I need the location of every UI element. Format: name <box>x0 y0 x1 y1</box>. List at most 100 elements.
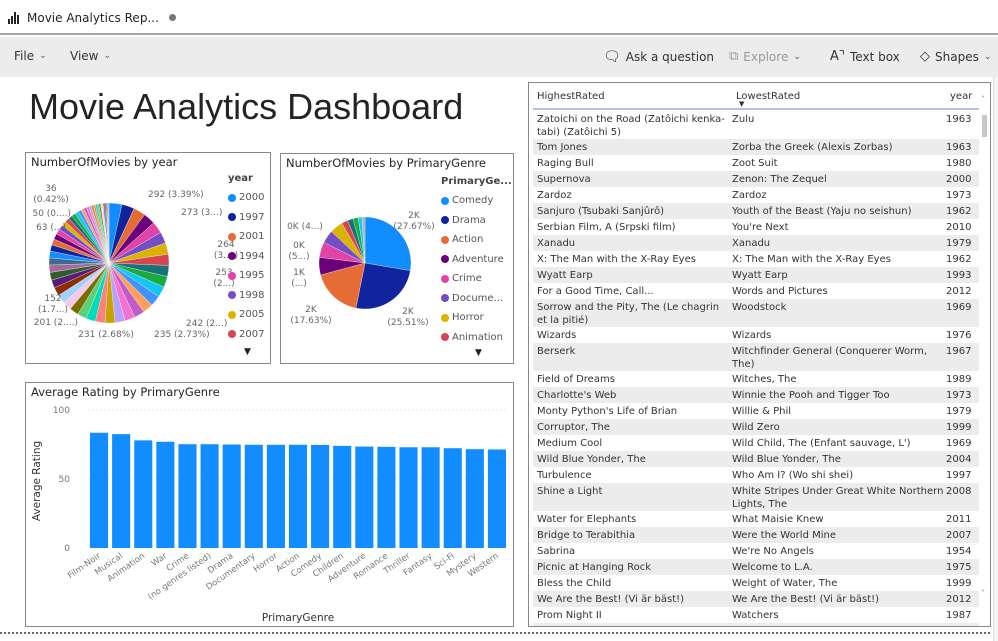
legend-item[interactable]: Comedy <box>441 191 512 211</box>
pie-chart-by-genre[interactable]: NumberOfMovies by PrimaryGenre 2K (27.67%… <box>280 153 514 364</box>
bar[interactable] <box>244 444 263 548</box>
legend-title: PrimaryGe... <box>441 176 512 187</box>
legend-item[interactable]: Action <box>441 230 512 250</box>
ask-question-button[interactable]: 🗨 Ask a question <box>603 49 714 65</box>
legend-item[interactable]: 1994 <box>228 247 264 267</box>
legend-item[interactable]: 2001 <box>228 227 264 247</box>
pie-slice[interactable] <box>361 216 366 264</box>
bar[interactable] <box>90 432 109 548</box>
bar[interactable] <box>311 444 330 548</box>
legend-item[interactable]: Docume... <box>441 289 512 309</box>
table-row[interactable]: Student AffairsWarning for the Innocent … <box>533 623 979 626</box>
bar[interactable] <box>156 441 175 548</box>
table-header: HighestRated LowestRated ▼ year <box>533 83 979 110</box>
table-row[interactable]: Corruptor, The Wild Zero 1999 <box>533 419 979 435</box>
table-row[interactable]: Tom Jones Zorba the Greek (Alexis Zorbas)… <box>533 139 979 155</box>
table-row[interactable]: Raging Bull Zoot Suit 1980 <box>533 155 979 171</box>
table-row[interactable]: Sabrina We're No Angels 1954 <box>533 543 979 559</box>
movies-table[interactable]: HighestRated LowestRated ▼ year Zatoichi… <box>528 82 991 627</box>
legend-item[interactable]: Horror <box>441 308 512 328</box>
bar[interactable] <box>288 444 308 548</box>
pie-slice[interactable] <box>320 262 366 309</box>
legend-item[interactable]: 1998 <box>228 286 264 306</box>
bar[interactable] <box>222 444 241 549</box>
table-cell: Turbulence <box>537 470 592 481</box>
bar[interactable] <box>487 449 506 548</box>
data-label: 50 (0....) <box>32 209 71 219</box>
text-box-button[interactable]: A⌝ Text box <box>830 49 900 64</box>
table-row[interactable]: Xanadu Xanadu 1979 <box>533 235 979 251</box>
table-row[interactable]: Bridge to Terabithia Were the World Mine 2… <box>533 527 979 543</box>
legend-item[interactable]: 2007 <box>228 325 264 345</box>
table-row[interactable]: Monty Python's Life of Brian Willie & Phi… <box>533 403 979 419</box>
table-row[interactable]: Wizards Wizards 1976 <box>533 327 979 343</box>
table-row[interactable]: Zardoz Zardoz 1973 <box>533 187 979 203</box>
table-row[interactable]: Berserk Witchfinder General (Conquerer Wo… <box>533 343 979 371</box>
table-cell: Berserk <box>537 346 576 357</box>
column-header-highestrated[interactable]: HighestRated <box>537 91 605 102</box>
legend-item[interactable]: Animation <box>441 328 512 348</box>
bar[interactable] <box>399 447 418 548</box>
table-row[interactable]: Wild Blue Yonder, The Wild Blue Yonder, T… <box>533 451 979 467</box>
table-row[interactable]: Picnic at Hanging Rock Welcome to L.A. 197… <box>533 559 979 575</box>
table-scrollbar[interactable]: ˄ ˅ <box>980 95 990 624</box>
table-row[interactable]: Bless the Child Weight of Water, The 1999 <box>533 575 979 591</box>
bar[interactable] <box>178 444 197 548</box>
table-row[interactable]: Sorrow and the Pity, The (Le chagrin et … <box>533 299 979 327</box>
file-menu[interactable]: File ⌄ <box>14 49 47 63</box>
bar[interactable] <box>421 447 440 548</box>
table-row[interactable]: Sanjuro (Tsubaki Sanjûrô) Youth of the Be… <box>533 203 979 219</box>
scroll-down-icon[interactable]: ˅ <box>981 589 985 598</box>
legend-item[interactable]: 1997 <box>228 208 264 228</box>
legend-item[interactable]: Adventure <box>441 250 512 270</box>
bar[interactable] <box>465 449 484 548</box>
legend-item[interactable]: 1995 <box>228 266 264 286</box>
legend-item[interactable]: 2000 <box>228 188 264 208</box>
column-header-lowestrated[interactable]: LowestRated <box>736 91 801 102</box>
bar[interactable] <box>112 434 131 548</box>
table-row[interactable]: Field of Dreams Witches, The 1989 <box>533 371 979 387</box>
table-row[interactable]: Prom Night II Watchers 1987 <box>533 607 979 623</box>
data-label: 273 (3...) <box>181 208 222 218</box>
legend-item[interactable]: Drama <box>441 211 512 231</box>
legend-swatch-icon <box>441 313 449 322</box>
table-row[interactable]: Supernova Zenon: The Zequel 2000 <box>533 171 979 187</box>
shapes-button[interactable]: ◇ Shapes ⌄ <box>920 49 991 64</box>
table-row[interactable]: For a Good Time, Call... Words and Pictur… <box>533 283 979 299</box>
table-row[interactable]: We Are the Best! (Vi är bäst!) We Are the… <box>533 591 979 607</box>
bar[interactable] <box>377 446 396 548</box>
report-tab[interactable]: Movie Analytics Rep... <box>0 0 187 35</box>
table-row[interactable]: Medium Cool Wild Child, The (Enfant sauva… <box>533 435 979 451</box>
table-row[interactable]: Serbian Film, A (Srpski film) You're Next… <box>533 219 979 235</box>
legend-item[interactable]: Crime <box>441 269 512 289</box>
legend-swatch-icon <box>441 255 449 264</box>
table-row[interactable]: Turbulence Who Am I? (Wo shi shei) 1997 <box>533 467 979 483</box>
bar[interactable] <box>266 444 285 548</box>
table-row[interactable]: Shine a Light White Stripes Under Great W… <box>533 483 979 511</box>
pie-slice[interactable] <box>364 216 412 271</box>
scrollbar-thumb[interactable] <box>982 115 987 137</box>
view-menu[interactable]: View ⌄ <box>70 49 111 63</box>
bar[interactable] <box>200 444 219 548</box>
table-cell: 1979 <box>946 406 972 417</box>
table-row[interactable]: Charlotte's Web Winnie the Pooh and Tigge… <box>533 387 979 403</box>
bar[interactable] <box>134 440 153 548</box>
legend-more-arrow-icon[interactable]: ▼ <box>244 347 251 357</box>
bar-chart-average-rating[interactable]: Average Rating by PrimaryGenre 0 50 100 Fil… <box>25 382 514 627</box>
explore-button[interactable]: ⧉ Explore ⌄ <box>729 49 801 64</box>
column-header-year[interactable]: year <box>950 91 973 102</box>
pie-slice[interactable] <box>355 262 411 310</box>
legend-more-arrow-icon[interactable]: ▼ <box>475 348 482 358</box>
table-cell: 1973 <box>946 190 972 201</box>
bar[interactable] <box>355 446 374 548</box>
pie-chart-by-year[interactable]: NumberOfMovies by year 292 (3.39%) 273 (3… <box>25 152 271 364</box>
bar[interactable] <box>443 448 462 548</box>
legend-item[interactable]: 2005 <box>228 305 264 325</box>
table-row[interactable]: Zatoichi on the Road (Zatôichi kenka-tab… <box>533 111 979 139</box>
table-row[interactable]: Wyatt Earp Wyatt Earp 1993 <box>533 267 979 283</box>
table-row[interactable]: X: The Man with the X-Ray Eyes X: The Man… <box>533 251 979 267</box>
table-row[interactable]: Water for Elephants What Maisie Knew 2011 <box>533 511 979 527</box>
scroll-up-icon[interactable]: ˄ <box>981 95 985 104</box>
bar[interactable] <box>333 445 352 548</box>
